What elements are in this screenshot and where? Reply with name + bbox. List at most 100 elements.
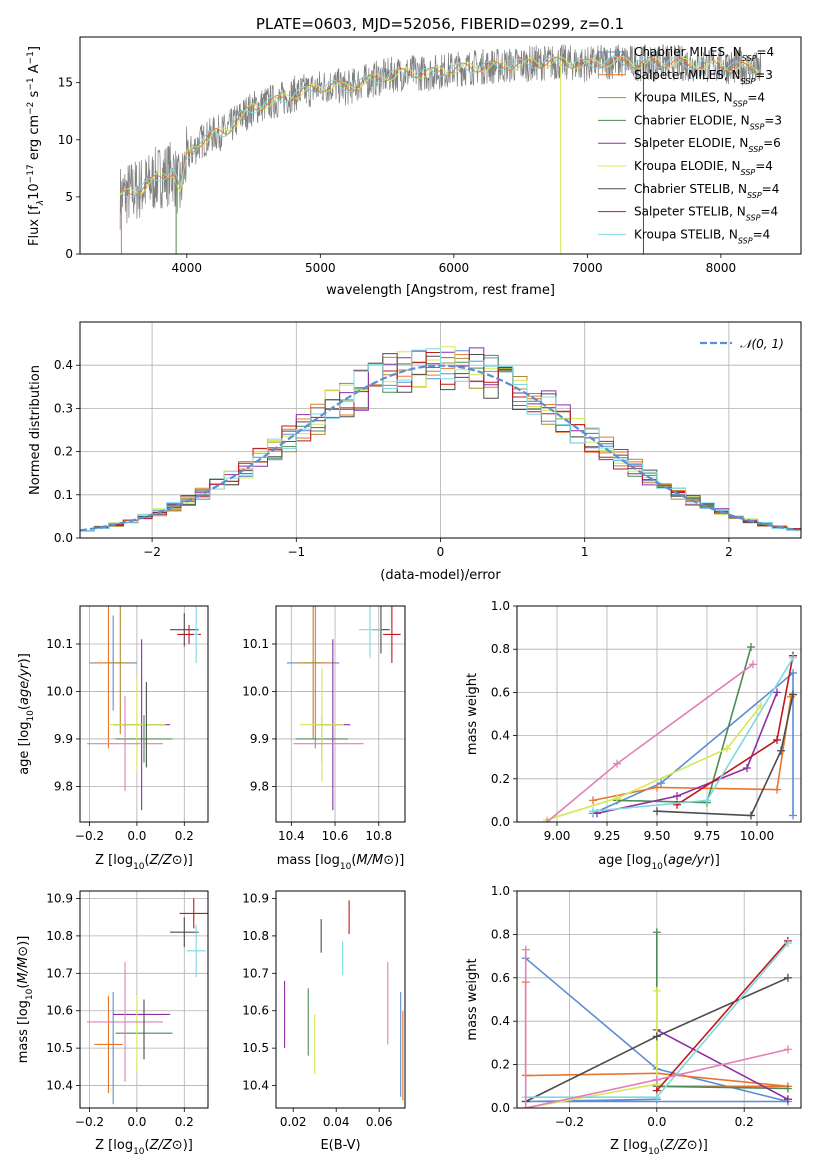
label-part: ( [351, 853, 356, 868]
weight-marker [521, 1104, 530, 1108]
y-tick-label: 0.0 [54, 531, 73, 545]
x-tick-label: 8000 [706, 261, 737, 275]
weight-marker [653, 783, 661, 792]
weight-marker [652, 1032, 661, 1041]
y-tick-label: 0.3 [54, 401, 73, 415]
weight-marker [613, 759, 621, 768]
panel-age-vs-mass: 10.4 10.6 10.8 9.8 9.9 10.0 10.1 [242, 605, 406, 843]
label-part: Salpeter STELIB, N [634, 205, 746, 219]
label-part: SSP [733, 99, 748, 108]
label-part: SSP [748, 145, 763, 154]
plot-area [543, 643, 797, 822]
label-part: age [log [17, 722, 32, 775]
label-part: s [27, 90, 42, 101]
label-part: =4 [762, 182, 780, 196]
x-tick-label: 7000 [572, 261, 603, 275]
weight-line-extra_pink [524, 949, 789, 1108]
x-tick-label: 9.50 [644, 829, 671, 843]
y-tick-label: 10.6 [46, 1004, 73, 1018]
y-tick-label: 0.0 [491, 1101, 510, 1115]
weight-marker [589, 807, 597, 816]
legend-label: Salpeter MILES, NSSP=3 [634, 68, 773, 86]
panel-weight-vs-Z: −0.2 0.0 0.2 0.0 0.2 0.4 0.6 0.8 1.0 [491, 884, 802, 1129]
label-part: SSP [741, 76, 756, 85]
weight-marker [783, 1045, 792, 1054]
x-axis-label: Z [log10(Z/Z⊙)] [610, 1138, 708, 1157]
plot-area [87, 606, 201, 811]
y-axis-label: Normed distribution [28, 365, 43, 495]
x-tick-label: 0 [437, 545, 445, 559]
label-part: )] [394, 853, 404, 868]
x-tick-label: 9.00 [544, 829, 571, 843]
weight-line-chabrier_stelib [656, 694, 794, 817]
weight-line-kroupa_elodie [525, 990, 658, 1108]
weight-marker [653, 807, 661, 816]
weight-marker [657, 779, 665, 788]
x-tick-label: 5000 [305, 261, 336, 275]
label-part: M/M⊙ [16, 946, 31, 984]
label-part: M/M⊙ [356, 853, 394, 868]
histogram-salpeter_stelib [80, 352, 801, 532]
x-axis-label: E(B-V) [320, 1138, 360, 1153]
weight-marker [652, 1075, 661, 1084]
y-tick-label: 0.4 [491, 729, 510, 743]
weight-line-kroupa_elodie [546, 704, 762, 821]
label-part: 10 [27, 183, 42, 200]
x-tick-label: 0.02 [280, 1115, 307, 1129]
weight-marker [723, 744, 731, 753]
weight-marker [783, 1084, 792, 1093]
label-part: 10 [26, 710, 36, 722]
model-spectrum-kroupa_elodie [119, 56, 762, 196]
label-part: 10 [25, 988, 35, 1000]
x-axis-label: mass [log10(M/M⊙)] [277, 853, 405, 872]
x-tick-label: 10.00 [740, 829, 774, 843]
panel-mass-vs-ebv: 0.02 0.04 0.06 10.4 10.5 10.6 10.7 10.8 10.9 [242, 890, 406, 1129]
label-part: SSP [741, 168, 756, 177]
weight-marker [783, 939, 792, 948]
y-tick-label: 9.8 [250, 779, 269, 793]
label-part: erg cm [27, 115, 42, 164]
x-axis-label: Z [log10(Z/Z⊙)] [95, 1138, 193, 1157]
x-tick-label: 10.6 [322, 829, 349, 843]
label-part: SSP [747, 190, 762, 199]
label-part: Kroupa STELIB, N [634, 227, 738, 241]
y-tick-label: 10.7 [242, 966, 269, 980]
plot-area [119, 43, 762, 254]
label-part: SSP [750, 122, 765, 131]
y-axis-label: age [log10(age/yr)] [17, 653, 36, 775]
y-tick-label: 10.5 [242, 1041, 269, 1055]
label-part: =4 [747, 91, 765, 105]
y-axis-label: mass weight [465, 673, 480, 755]
label-part: ( [145, 1138, 150, 1153]
y-tick-label: 10.7 [46, 966, 73, 980]
y-tick-label: 0.8 [491, 927, 510, 941]
label-part: )] [698, 1138, 708, 1153]
label-part: age [log [598, 853, 651, 868]
legend-label: Chabrier STELIB, NSSP=4 [634, 182, 779, 200]
label-part: )] [17, 653, 32, 663]
weight-marker [773, 735, 781, 744]
y-tick-label: 0.1 [54, 488, 73, 502]
panel-age-vs-Z: −0.2 0.0 0.2 9.8 9.9 10.0 10.1 [46, 605, 209, 843]
label-part: age/yr [17, 662, 32, 705]
y-tick-label: 10.1 [46, 637, 73, 651]
y-tick-label: 10.4 [46, 1079, 73, 1093]
x-tick-label: 0.2 [735, 1115, 754, 1129]
label-part: −2 [26, 102, 36, 115]
legend-label: Kroupa ELODIE, NSSP=4 [634, 159, 773, 177]
label-part: 10 [651, 862, 663, 872]
weight-marker [747, 811, 755, 820]
weight-marker [652, 1093, 661, 1102]
y-tick-label: 10.5 [46, 1041, 73, 1055]
x-axis-label: wavelength [Angstrom, rest frame] [326, 283, 555, 298]
x-tick-label: −0.2 [555, 1115, 584, 1129]
weight-marker [777, 746, 785, 755]
y-tick-label: 0.2 [54, 445, 73, 459]
y-tick-label: 0.4 [54, 358, 73, 372]
label-part: Z/Z⊙ [149, 1138, 183, 1153]
y-tick-label: 10.9 [46, 891, 73, 905]
axes-frame [275, 890, 406, 1109]
weight-marker [652, 986, 661, 995]
